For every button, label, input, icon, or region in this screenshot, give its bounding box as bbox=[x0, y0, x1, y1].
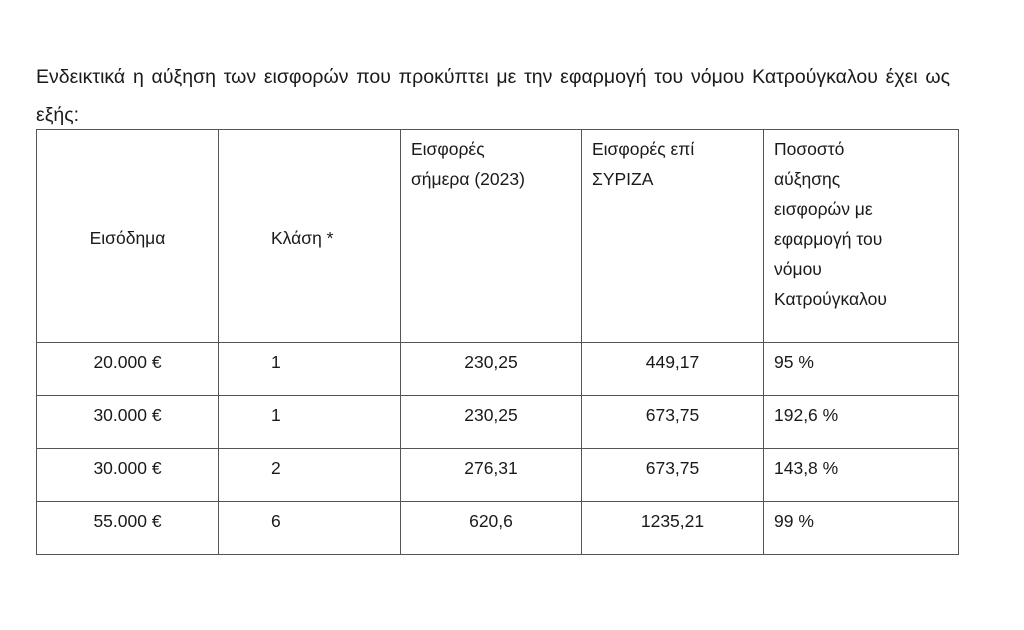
table-row: 55.000 € 6 620,6 1235,21 99 % bbox=[36, 501, 959, 555]
intro-paragraph: Ενδεικτικά η αύξηση των εισφορών που προ… bbox=[36, 65, 950, 126]
cell-income: 55.000 € bbox=[36, 501, 219, 555]
contributions-table: Εισόδημα Κλάση * Εισφορές σήμερα (2023) … bbox=[36, 129, 959, 555]
cell-increase-percent: 192,6 % bbox=[763, 395, 959, 449]
cell-class: 6 bbox=[218, 501, 401, 555]
cell-income: 30.000 € bbox=[36, 395, 219, 449]
cell-class: 1 bbox=[218, 395, 401, 449]
cell-contributions-syriza: 673,75 bbox=[581, 448, 764, 502]
cell-contributions-syriza: 1235,21 bbox=[581, 501, 764, 555]
cell-class: 2 bbox=[218, 448, 401, 502]
header-contributions-today: Εισφορές σήμερα (2023) bbox=[400, 129, 582, 343]
table-row: 20.000 € 1 230,25 449,17 95 % bbox=[36, 342, 959, 396]
cell-income: 30.000 € bbox=[36, 448, 219, 502]
cell-increase-percent: 95 % bbox=[763, 342, 959, 396]
table-row: 30.000 € 2 276,31 673,75 143,8 % bbox=[36, 448, 959, 502]
cell-contributions-today: 276,31 bbox=[400, 448, 582, 502]
cell-income: 20.000 € bbox=[36, 342, 219, 396]
table-header-row: Εισόδημα Κλάση * Εισφορές σήμερα (2023) … bbox=[36, 129, 959, 343]
header-class: Κλάση * bbox=[218, 129, 401, 343]
header-income: Εισόδημα bbox=[36, 129, 219, 343]
cell-increase-percent: 99 % bbox=[763, 501, 959, 555]
cell-contributions-today: 620,6 bbox=[400, 501, 582, 555]
header-increase-percent: Ποσοστό αύξησης εισφορών με εφαρμογή του… bbox=[763, 129, 959, 343]
cell-contributions-syriza: 673,75 bbox=[581, 395, 764, 449]
cell-contributions-today: 230,25 bbox=[400, 342, 582, 396]
cell-increase-percent: 143,8 % bbox=[763, 448, 959, 502]
cell-contributions-syriza: 449,17 bbox=[581, 342, 764, 396]
cell-contributions-today: 230,25 bbox=[400, 395, 582, 449]
header-contributions-syriza: Εισφορές επί ΣΥΡΙΖΑ bbox=[581, 129, 764, 343]
table-row: 30.000 € 1 230,25 673,75 192,6 % bbox=[36, 395, 959, 449]
cell-class: 1 bbox=[218, 342, 401, 396]
